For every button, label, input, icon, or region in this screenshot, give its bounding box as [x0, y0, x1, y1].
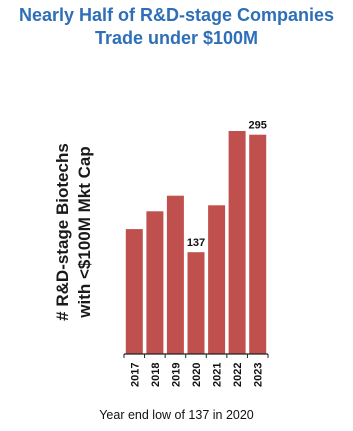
bar-2018 — [146, 211, 164, 354]
chart-title-line-2: Trade under $100M — [94, 28, 259, 48]
x-tick-label-2021: 2021 — [212, 363, 224, 387]
bar-2019 — [166, 195, 184, 354]
bar-2020 — [187, 252, 205, 354]
bar-2023 — [249, 134, 267, 354]
chart-title-line-1: Nearly Half of R&D-stage Companies — [18, 5, 335, 25]
bar-2022 — [228, 131, 246, 354]
data-label-2020: 137 — [187, 237, 205, 249]
x-tick-label-2019: 2019 — [170, 363, 182, 387]
data-label-2023: 295 — [249, 120, 267, 132]
x-tick-label-2018: 2018 — [150, 363, 162, 387]
chart-title: Nearly Half of R&D-stage Companies Trade… — [0, 4, 353, 50]
x-tick-label-2020: 2020 — [191, 363, 203, 387]
x-tick-label-2023: 2023 — [253, 363, 265, 387]
bar-2021 — [208, 205, 226, 354]
x-tick-label-2022: 2022 — [232, 363, 244, 387]
bar-2017 — [125, 229, 143, 354]
chart-caption: Year end low of 137 in 2020 — [99, 408, 254, 422]
x-tick-label-2017: 2017 — [129, 363, 141, 387]
